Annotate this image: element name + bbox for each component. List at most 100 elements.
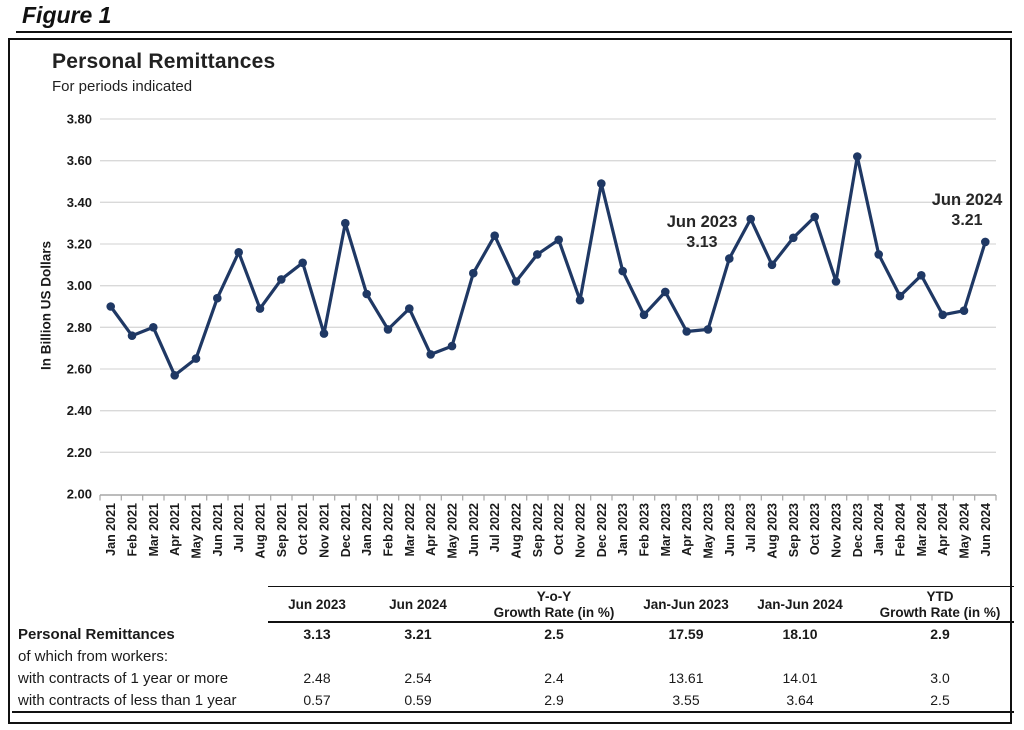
data-point: [490, 231, 500, 240]
x-tick-label: Apr 2023: [680, 503, 694, 556]
data-point: [533, 250, 542, 259]
x-tick-label: Jan 2024: [872, 503, 886, 556]
x-tick-label: May 2023: [702, 503, 716, 559]
table-cell: 17.59: [668, 626, 704, 642]
table-cell: [470, 645, 638, 667]
x-tick-label: Nov 2023: [830, 503, 844, 558]
y-axis-title: In Billion US Dollars: [38, 241, 54, 371]
data-point: [362, 289, 372, 299]
data-point: [170, 371, 179, 380]
x-tick-label: Jul 2023: [744, 503, 758, 552]
data-point: [853, 152, 862, 161]
table-cell: 2.54: [404, 670, 432, 686]
x-tick-label: Mar 2022: [403, 503, 417, 557]
table-header-cell: YTD Growth Rate (in %): [879, 588, 1001, 620]
x-tick-label: Apr 2022: [424, 503, 438, 556]
data-point: [426, 350, 436, 359]
table-cell: [866, 645, 1014, 667]
table-cell: 3.64: [786, 692, 814, 708]
table-header-rule: [268, 621, 1014, 623]
data-point: [213, 293, 222, 303]
table-cell: 14.01: [782, 670, 818, 686]
x-tick-label: Jan 2021: [104, 503, 118, 556]
x-tick-label: Mar 2024: [915, 503, 929, 557]
data-point: [810, 212, 819, 222]
x-tick-label: Dec 2023: [851, 503, 865, 557]
data-point: [106, 302, 115, 311]
data-point: [746, 214, 755, 224]
table-cell: 2.5: [544, 626, 564, 642]
data-point: [597, 179, 606, 188]
data-point: [725, 254, 734, 263]
y-tick-label: 3.80: [67, 112, 92, 127]
x-tick-label: Jul 2021: [232, 503, 246, 552]
data-point: [938, 310, 947, 320]
x-tick-label: Jun 2024: [979, 503, 993, 557]
x-tick-label: Nov 2021: [318, 503, 332, 558]
table-cell: 3.0: [930, 670, 950, 686]
y-tick-label: 2.40: [67, 403, 92, 418]
x-tick-label: Mar 2023: [659, 503, 673, 557]
x-tick-label: Aug 2023: [766, 503, 780, 559]
data-point: [661, 287, 670, 297]
data-point: [895, 291, 905, 301]
data-point: [341, 218, 350, 228]
x-tick-label: Feb 2024: [894, 503, 908, 557]
data-point: [981, 237, 990, 247]
y-tick-label: 3.40: [67, 195, 92, 210]
y-tick-label: 3.00: [67, 278, 92, 293]
data-point: [789, 233, 798, 243]
data-point: [191, 354, 201, 363]
x-tick-label: Jan 2023: [616, 503, 630, 556]
x-tick-label: Jun 2021: [211, 503, 225, 557]
x-tick-label: Feb 2023: [638, 503, 652, 557]
data-point: [639, 310, 649, 320]
figure-label: Figure 1: [22, 2, 112, 28]
x-tick-label: May 2024: [958, 503, 972, 559]
x-tick-label: Jun 2023: [723, 503, 737, 557]
table-header-cell: Y-o-Y Growth Rate (in %): [493, 588, 615, 620]
table-cell: 2.4: [544, 670, 564, 686]
x-tick-label: Dec 2022: [595, 503, 609, 557]
x-tick-label: Feb 2021: [126, 503, 140, 557]
data-point: [319, 329, 329, 338]
annotation-jun-2024: Jun 2024 3.21: [905, 190, 1024, 231]
table-cell: [638, 645, 734, 667]
table-cell: 3.21: [404, 626, 432, 642]
table-cell: 0.57: [303, 692, 331, 708]
x-tick-label: Dec 2021: [339, 503, 353, 557]
y-tick-label: 2.00: [67, 487, 92, 502]
table-header-cell: Jun 2024: [389, 596, 447, 612]
x-tick-label: Aug 2021: [254, 503, 268, 559]
x-tick-label: Sep 2022: [531, 503, 545, 557]
data-point: [618, 266, 627, 276]
table-row-label: with contracts of 1 year or more: [18, 669, 229, 687]
table-header-spacer: [12, 586, 268, 623]
data-point: [831, 277, 841, 286]
summary-table: Jun 2023 Jun 2024 Y-o-Y Growth Rate (in %)…: [12, 586, 1014, 714]
chart-title: Personal Remittances: [52, 50, 276, 73]
x-tick-label: Jul 2022: [488, 503, 502, 552]
x-tick-label: Sep 2023: [787, 503, 801, 557]
x-tick-label: Apr 2024: [936, 503, 950, 556]
data-point: [917, 271, 926, 280]
data-point: [405, 304, 414, 313]
series-line: [109, 154, 987, 377]
y-tick-label: 2.20: [67, 445, 92, 460]
x-tick-label: Nov 2022: [574, 503, 588, 558]
data-point: [149, 323, 158, 332]
chart-frame: [8, 38, 1012, 724]
table-header-cell: Jan-Jun 2024: [757, 596, 843, 612]
x-tick-label: Feb 2022: [382, 503, 396, 557]
x-tick-labels: Jan 2021 Feb 2021 Mar 2021 Apr 2021 May 2021…: [104, 503, 993, 559]
table-cell: 2.48: [303, 670, 331, 686]
x-axis: [99, 494, 997, 501]
data-point: [682, 327, 691, 336]
table-header-cell: Jan-Jun 2023: [643, 596, 729, 612]
y-tick-labels: 2.00 2.20 2.40 2.60 2.80 3.00 3.20 3.40 3.60 3.80: [67, 112, 92, 502]
y-tick-label: 2.60: [67, 362, 92, 377]
table-cell: 3.13: [303, 626, 331, 642]
table-cell: 2.5: [930, 692, 950, 708]
y-tick-label: 3.20: [67, 237, 92, 252]
